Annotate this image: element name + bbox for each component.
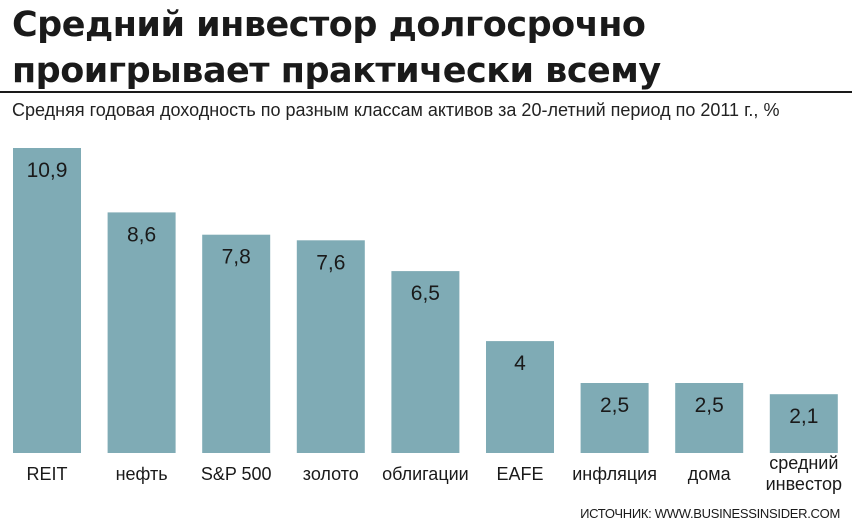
category-label: EAFE [496,464,543,484]
bar [580,383,649,453]
title-divider [0,91,852,93]
chart-title-line-2: проигрывает практически всему [12,51,661,91]
bar-value-label: 10,9 [27,159,68,182]
source-credit: ИСТОЧНИК: WWW.BUSINESSINSIDER.COM [580,506,840,521]
bar-value-label: 6,5 [411,282,440,305]
bar-value-label: 4 [514,352,526,375]
bar [13,148,81,453]
bar-value-label: 7,6 [316,251,345,274]
bar-value-label: 8,6 [127,223,156,246]
bar [486,341,554,453]
bar-series [13,148,838,453]
category-label: облигации [382,464,469,484]
chart-subtitle: Средняя годовая доходность по разным кла… [12,100,780,120]
bar [391,271,460,453]
category-label: золото [303,464,359,484]
bar [769,394,838,453]
category-label: нефть [116,464,168,484]
bar [107,212,176,453]
bar-value-label: 2,5 [600,394,629,417]
category-labels: REIT нефть S&P 500 золото облигации EAFE инфля… [26,453,842,494]
category-label: дома [688,464,732,484]
category-label: REIT [26,464,67,484]
bar-value-label: 7,8 [222,246,251,269]
category-label: S&P 500 [201,464,272,484]
bar [202,234,271,453]
bar [296,240,365,453]
bar-value-label: 2,5 [695,394,724,417]
bar-value-label: 2,1 [789,405,818,428]
category-label: инфляция [572,464,657,484]
chart-title: Средний инвестор долгосрочно проигрывает… [12,2,842,94]
bar [675,383,744,453]
value-labels: 10,9 8,6 7,8 7,6 6,5 4 2,5 2,5 2,1 [27,159,819,428]
category-label: средний инвестор [766,453,842,494]
chart-title-line-1: Средний инвестор долгосрочно [12,5,646,45]
